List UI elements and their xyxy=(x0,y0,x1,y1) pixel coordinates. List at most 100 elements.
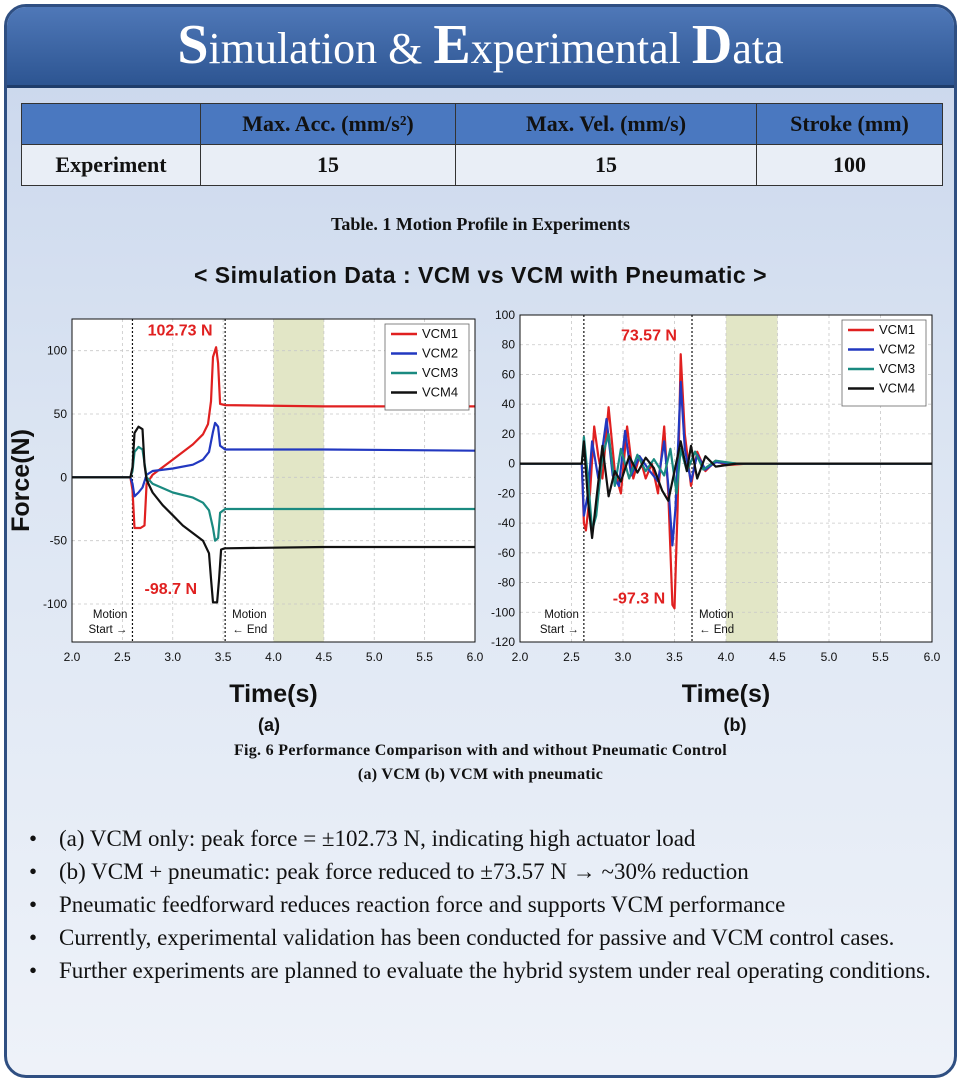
chart-a-x-tick-label: 3.0 xyxy=(164,650,181,664)
chart-a-legend-label: VCM1 xyxy=(422,326,458,341)
chart-a-x-tick-label: 5.5 xyxy=(416,650,433,664)
chart-b-x-tick-label: 2.0 xyxy=(512,650,529,664)
chart-a-series-line xyxy=(72,425,475,604)
table-header-cell: Stroke (mm) xyxy=(756,103,943,145)
chart-a-x-tick-label: 4.0 xyxy=(265,650,282,664)
bullet-icon: • xyxy=(29,826,38,851)
table-cell: 100 xyxy=(756,144,943,186)
chart-b-series-line xyxy=(520,380,932,547)
chart-a-y-tick-label: 50 xyxy=(54,407,68,421)
chart-b-axes-frame xyxy=(519,314,933,643)
chart-a-x-axis-label: Time(s) xyxy=(229,680,317,708)
chart-a-series-line xyxy=(72,445,475,542)
bullet-icon: • xyxy=(29,859,38,884)
section-title: < Simulation Data : VCM vs VCM with Pneu… xyxy=(193,262,768,288)
chart-b-y-tick-label: -60 xyxy=(498,546,516,560)
chart-b-legend xyxy=(841,319,927,407)
chart-b-peak-annotation: 73.57 N xyxy=(621,327,677,344)
title-rest-1: imulation & xyxy=(208,24,434,73)
chart-b-y-tick-label: 80 xyxy=(502,338,516,352)
chart-b-y-tick-label: 20 xyxy=(502,427,516,441)
slide-frame: Simulation & Experimental Data Max. Acc.… xyxy=(4,4,957,1078)
chart-b-x-tick-label: 6.0 xyxy=(924,650,941,664)
list-item: • Further experiments are planned to eval… xyxy=(25,955,945,986)
bullet-icon: • xyxy=(29,958,38,983)
chart-a-marker-label: Motion xyxy=(232,609,267,621)
chart-b-y-tick-label: -40 xyxy=(498,516,516,530)
chart-a-marker-label: Motion xyxy=(93,609,128,621)
chart-b-y-tick-label: -20 xyxy=(498,486,516,500)
chart-b-panel-label: (b) xyxy=(724,715,747,735)
chart-b-y-tick-label: 0 xyxy=(508,457,515,471)
chart-a-peak-annotation: 102.73 N xyxy=(148,322,213,339)
chart-b-x-axis-label: Time(s) xyxy=(682,680,770,708)
figure-caption-line1: Fig. 6 Performance Comparison with and w… xyxy=(233,742,728,759)
chart-a-panel-label: (a) xyxy=(258,715,280,735)
title-cap-d: D xyxy=(691,14,733,76)
chart-b-y-tick-label: 40 xyxy=(502,397,516,411)
table-header-cell xyxy=(21,103,201,145)
chart-b-x-tick-label: 2.5 xyxy=(563,650,580,664)
chart-a-y-axis-label: Force(N) xyxy=(7,429,35,532)
chart-b-marker-label: Motion xyxy=(699,609,734,621)
figure-caption-line2: (a) VCM (b) VCM with pneumatic xyxy=(357,766,604,783)
table-cell: 15 xyxy=(455,144,757,186)
title-cap-e: E xyxy=(433,14,471,76)
chart-a-legend xyxy=(384,323,470,411)
bullet-icon: • xyxy=(29,925,38,950)
chart-b-x-tick-label: 3.5 xyxy=(666,650,683,664)
chart-a-shaded-region xyxy=(273,319,324,642)
chart-a-peak-annotation: -98.7 N xyxy=(145,581,197,598)
list-item: • Currently, experimental validation has … xyxy=(25,922,945,953)
chart-a-x-tick-label: 6.0 xyxy=(467,650,484,664)
summary-list: • (a) VCM only: peak force = ±102.73 N, i… xyxy=(25,823,945,988)
chart-a-axes-frame xyxy=(71,318,476,643)
chart-a-x-tick-label: 2.5 xyxy=(114,650,131,664)
list-item-text: Further experiments are planned to evalu… xyxy=(59,958,931,983)
chart-b-x-tick-label: 3.0 xyxy=(615,650,632,664)
title-cap-s: S xyxy=(177,14,209,76)
title-rest-3: ata xyxy=(732,24,784,73)
chart-b-y-tick-label: -80 xyxy=(498,576,516,590)
chart-a-legend-label: VCM2 xyxy=(422,346,458,361)
chart-b-x-tick-label: 5.5 xyxy=(872,650,889,664)
chart-b-y-tick-label: 100 xyxy=(495,308,515,322)
motion-profile-table: Max. Acc. (mm/s²) Max. Vel. (mm/s) Strok… xyxy=(21,103,943,186)
list-item-text: (b) VCM + pneumatic: peak force reduced … xyxy=(59,859,749,884)
table-header-cell: Max. Acc. (mm/s²) xyxy=(200,103,456,145)
chart-b-y-tick-label: -100 xyxy=(491,605,515,619)
table-header-row: Max. Acc. (mm/s²) Max. Vel. (mm/s) Strok… xyxy=(21,103,943,145)
chart-b-shaded-region xyxy=(726,315,778,642)
chart-b-y-tick-label: 60 xyxy=(502,367,516,381)
chart-b-peak-annotation: -97.3 N xyxy=(613,590,665,607)
chart-b-marker-label: Motion xyxy=(544,609,579,621)
list-item-text: Currently, experimental validation has b… xyxy=(59,925,895,950)
chart-a-x-tick-label: 2.0 xyxy=(64,650,81,664)
chart-b-marker-label: ← End xyxy=(699,624,734,636)
chart-a-legend-label: VCM3 xyxy=(422,365,458,380)
chart-a-y-tick-label: 0 xyxy=(60,470,67,484)
chart-b-y-tick-label: -120 xyxy=(491,635,515,649)
chart-b-x-tick-label: 4.5 xyxy=(769,650,786,664)
chart-b-x-tick-label: 5.0 xyxy=(821,650,838,664)
chart-b-marker-label: Start → xyxy=(540,624,579,636)
chart-a-legend-label: VCM4 xyxy=(422,385,458,400)
chart-a-y-tick-label: -100 xyxy=(43,597,67,611)
chart-a-series-line xyxy=(72,346,475,530)
bullet-icon: • xyxy=(29,892,38,917)
chart-a-x-tick-label: 5.0 xyxy=(366,650,383,664)
chart-a-marker-label: ← End xyxy=(232,624,267,636)
table-cell: Experiment xyxy=(21,144,201,186)
charts-area: Motion Start → Motion ← End 2.0 2.5 3.0 3.5 4.0 4… xyxy=(7,308,941,735)
list-item-text: Pneumatic feedforward reduces reaction f… xyxy=(59,892,786,917)
list-item: • (a) VCM only: peak force = ±102.73 N, i… xyxy=(25,823,945,854)
chart-a-marker-label: Start → xyxy=(88,624,127,636)
chart-b-x-tick-label: 4.0 xyxy=(718,650,735,664)
chart-a-y-tick-label: 100 xyxy=(47,344,67,358)
table-caption: Table. 1 Motion Profile in Experiments xyxy=(331,214,630,234)
list-item: • (b) VCM + pneumatic: peak force reduced… xyxy=(25,856,945,887)
list-item: • Pneumatic feedforward reduces reaction … xyxy=(25,889,945,920)
list-item-text: (a) VCM only: peak force = ±102.73 N, in… xyxy=(59,826,696,851)
table-header-cell: Max. Vel. (mm/s) xyxy=(455,103,757,145)
chart-a-series-line xyxy=(72,421,476,498)
